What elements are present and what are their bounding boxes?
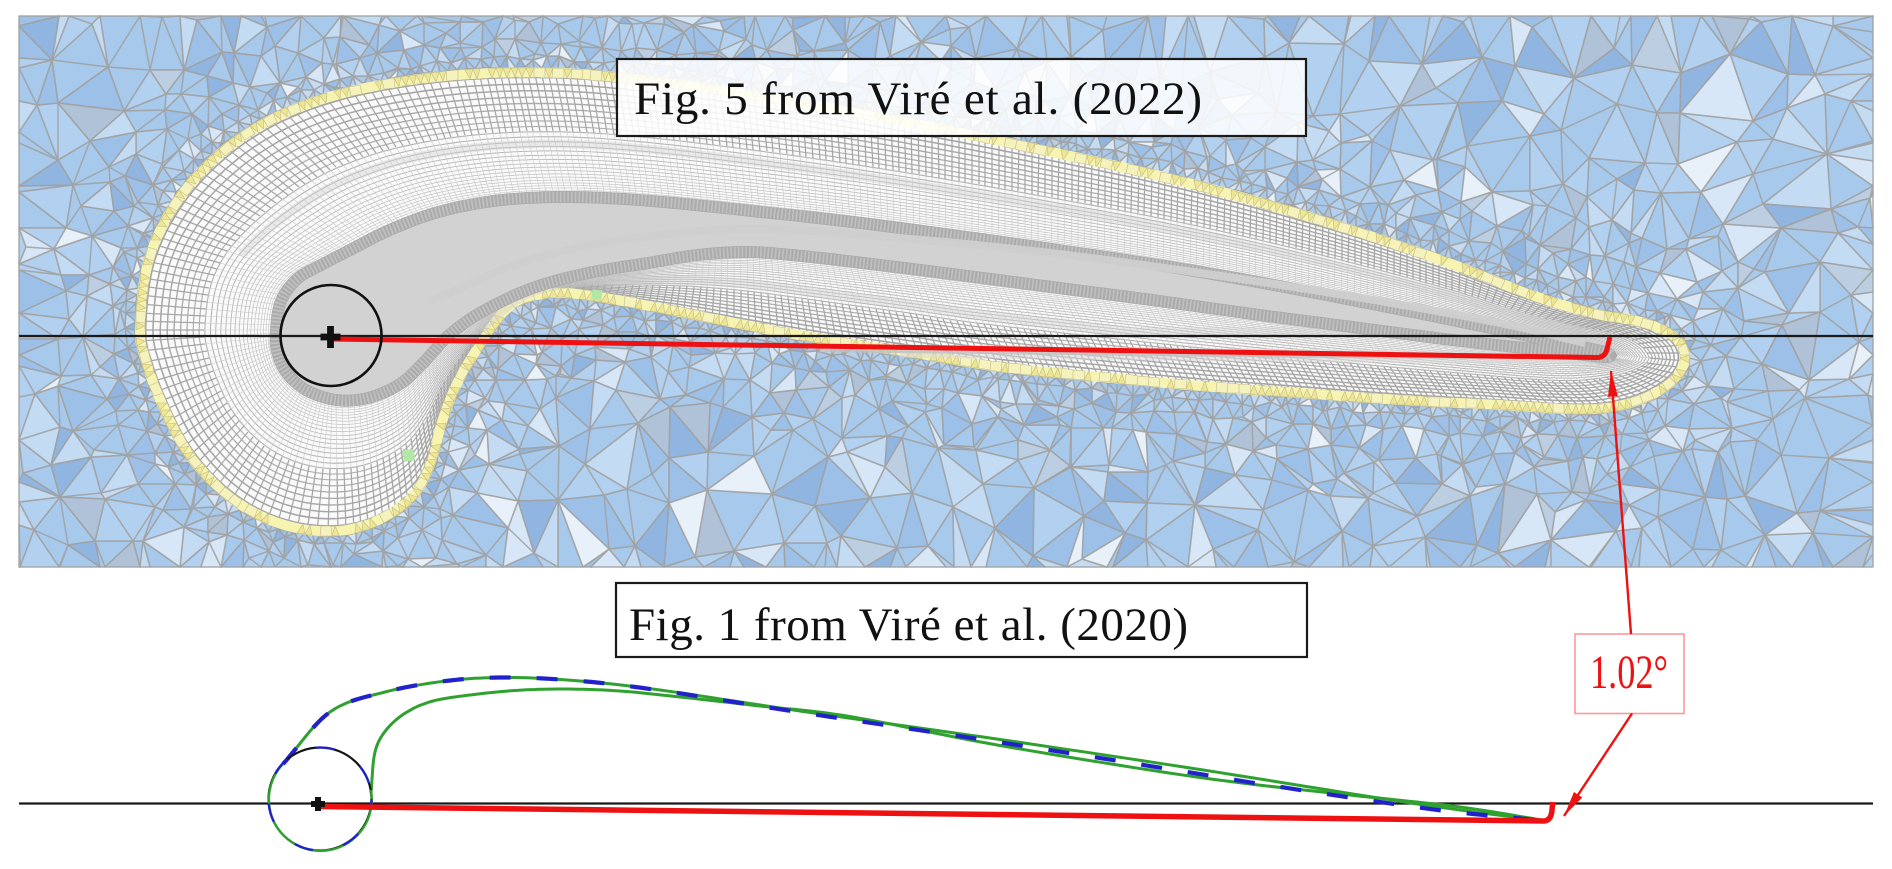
svg-text:Fig. 1 from Viré et al. (2020): Fig. 1 from Viré et al. (2020)	[629, 599, 1188, 651]
svg-text:1.02°: 1.02°	[1590, 646, 1668, 699]
svg-text:Fig. 5 from Viré et al. (2022): Fig. 5 from Viré et al. (2022)	[634, 73, 1202, 125]
